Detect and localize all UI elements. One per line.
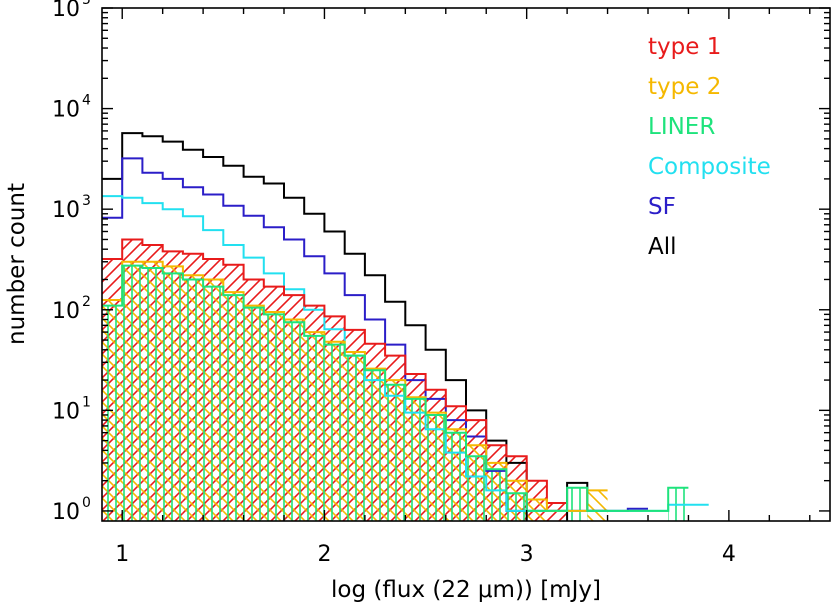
- bar-fill-liner-13: [364, 370, 386, 521]
- bar-fill-type-2-24: [587, 490, 608, 521]
- bar-fill-liner-16: [425, 414, 446, 521]
- y-tick-label-5: 10: [52, 0, 80, 22]
- bar-fill-liner-6: [223, 295, 244, 521]
- x-tick-labels: 1 2 3 4: [115, 542, 736, 567]
- series-line-liner: [102, 264, 689, 512]
- y-axis-title: number count: [4, 183, 30, 345]
- bar-fill-liner-15: [405, 398, 426, 521]
- y-tick-exponent-2: 2: [82, 294, 91, 310]
- y-tick-label-0: 10: [52, 500, 80, 525]
- x-tick-label-1: 1: [115, 542, 129, 567]
- bar-fill-liner-23: [567, 487, 588, 521]
- bar-fill-liner-18: [466, 456, 487, 521]
- bar-fill-liner-10: [304, 335, 325, 521]
- bar-fill-liner-14: [385, 384, 406, 521]
- axis-ticks: [102, 7, 830, 521]
- legend-entry-sf: SF: [648, 194, 676, 220]
- bar-fill-liner-3: [162, 273, 183, 521]
- bar-fill-liner-9: [284, 322, 305, 521]
- legend-entry-all: All: [648, 234, 677, 260]
- x-tick-label-4: 4: [722, 542, 736, 567]
- legend-entry-type-1: type 1: [648, 34, 721, 60]
- y-tick-label-2: 10: [52, 299, 80, 324]
- bar-fill-liner-7: [243, 307, 264, 521]
- bar-fill-liner-8: [263, 314, 284, 521]
- y-tick-label-1: 10: [52, 399, 80, 424]
- bar-fill-liner-4: [182, 279, 204, 521]
- y-tick-exponent-0: 0: [82, 495, 91, 511]
- bar-fill-liner-17: [445, 432, 466, 521]
- x-axis-title: log (flux (22 μm)) [mJy]: [331, 577, 601, 603]
- bar-fill-liner-2: [142, 268, 163, 521]
- bar-fill-liner-11: [324, 344, 345, 521]
- y-tick-exponent-1: 1: [82, 394, 91, 410]
- bar-fill-liner-20: [506, 493, 527, 521]
- y-tick-label-3: 10: [52, 198, 80, 223]
- y-tick-exponent-5: 5: [82, 0, 91, 8]
- x-tick-label-3: 3: [520, 542, 534, 567]
- bar-fill-liner-5: [203, 286, 224, 521]
- histogram-fills: [102, 239, 689, 521]
- plot-frame: [101, 7, 831, 522]
- bar-fill-liner-19: [486, 469, 507, 521]
- legend-entry-liner: LINER: [648, 114, 715, 140]
- series-line-type-2: [102, 260, 608, 512]
- y-tick-exponent-3: 3: [82, 193, 91, 209]
- histogram-outlines: [102, 132, 709, 521]
- series-line-type-1: [102, 238, 568, 504]
- y-tick-label-4: 10: [52, 98, 80, 123]
- bar-fill-liner-1: [122, 265, 143, 521]
- bar-fill-liner-0: [102, 305, 123, 521]
- legend-entry-composite: Composite: [648, 154, 771, 180]
- bar-fill-type-1-22: [546, 502, 568, 521]
- x-tick-label-2: 2: [317, 542, 331, 567]
- legend-entry-type-2: type 2: [648, 74, 721, 100]
- bar-fill-liner-12: [344, 355, 365, 521]
- y-tick-exponent-4: 4: [82, 93, 91, 109]
- legend: type 1 type 2 LINER Composite SF All: [648, 34, 771, 260]
